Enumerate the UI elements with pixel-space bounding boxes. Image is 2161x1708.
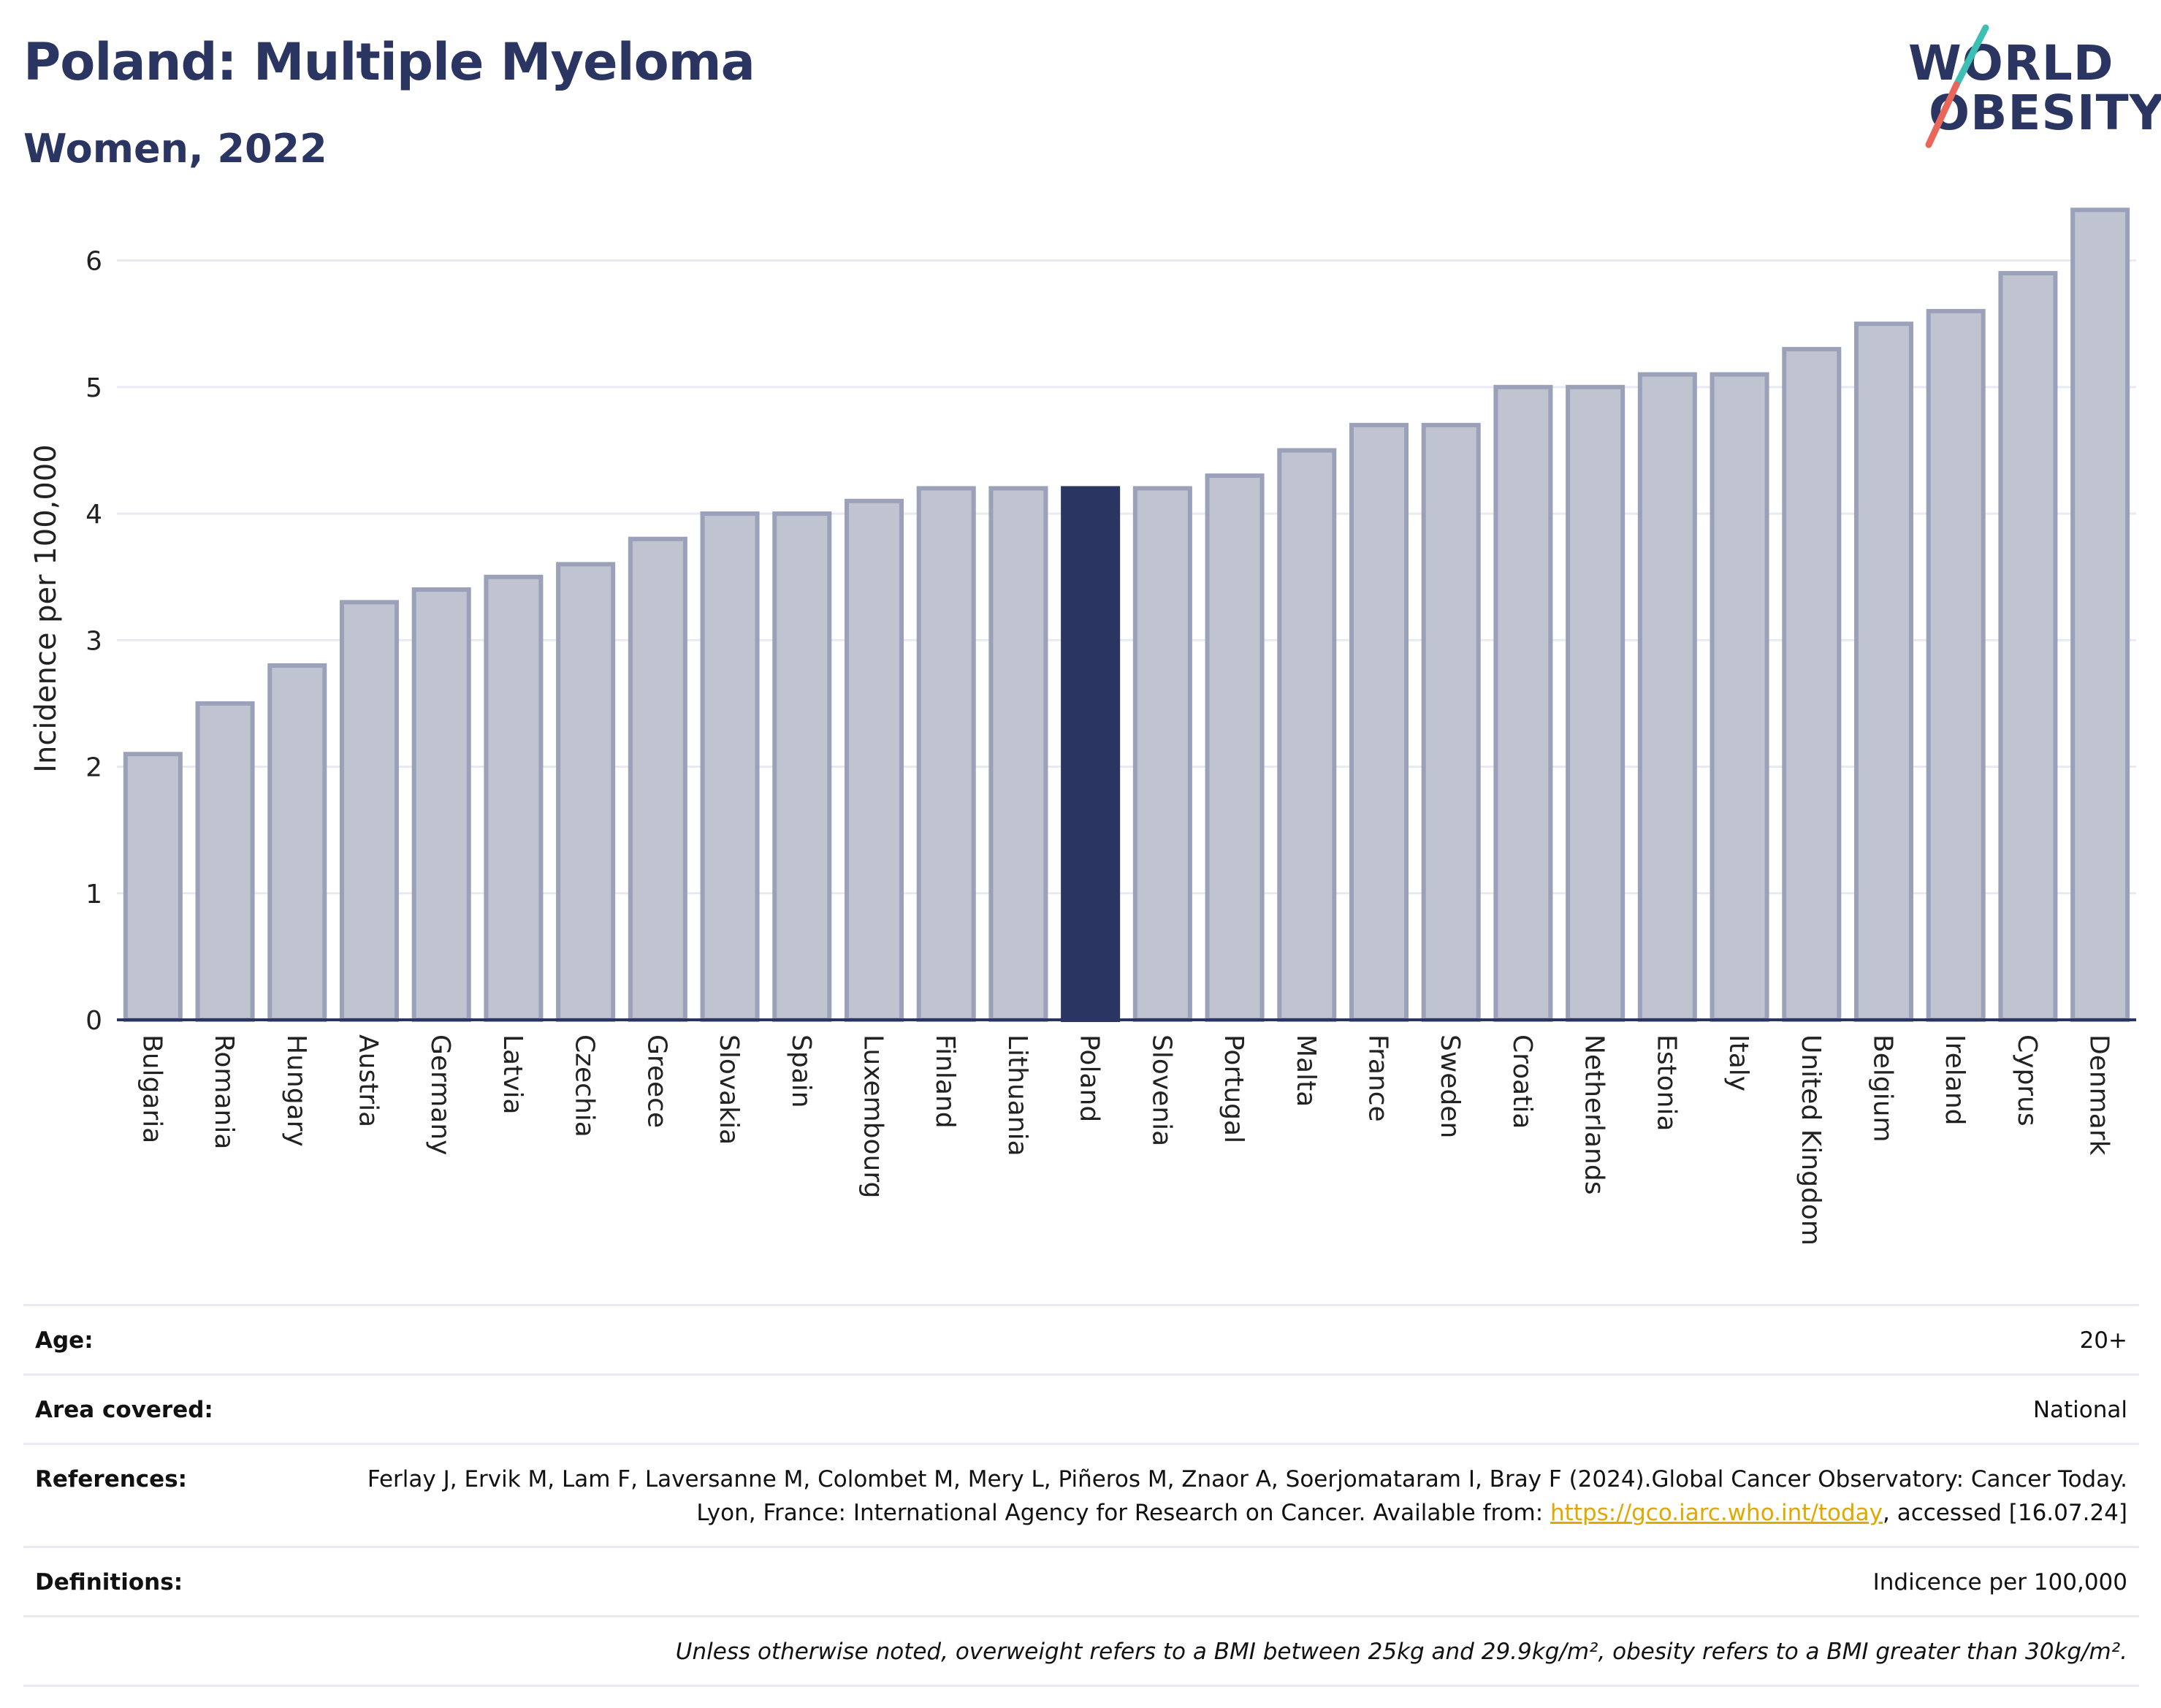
x-tick-label: Czechia xyxy=(570,1034,600,1137)
x-tick-label: Malta xyxy=(1291,1034,1321,1107)
page-title: Poland: Multiple Myeloma xyxy=(23,32,755,92)
bar xyxy=(1205,473,1265,1022)
meta-row-definitions: Definitions: Indicence per 100,000 xyxy=(23,1546,2139,1615)
meta-value-references: Ferlay J, Ervik M, Lam F, Laversanne M, … xyxy=(338,1463,2127,1530)
references-link[interactable]: https://gco.iarc.who.int/today xyxy=(1550,1500,1883,1526)
x-tick-label: Denmark xyxy=(2084,1034,2114,1156)
bar xyxy=(988,486,1048,1022)
x-tick-label: Belgium xyxy=(1868,1034,1898,1143)
y-tick-label: 3 xyxy=(85,626,102,656)
x-tick-label: Slovenia xyxy=(1146,1034,1176,1146)
bar xyxy=(1277,448,1337,1022)
meta-label-definitions: Definitions: xyxy=(35,1569,183,1595)
bar xyxy=(844,498,904,1022)
x-tick-label: Lithuania xyxy=(1002,1034,1032,1156)
y-tick-label: 2 xyxy=(85,753,102,783)
x-tick-label: United Kingdom xyxy=(1796,1034,1826,1246)
logo-line-1: WORLD xyxy=(1908,35,2114,91)
x-tick-label: Hungary xyxy=(281,1034,311,1147)
x-tick-label: Sweden xyxy=(1435,1034,1465,1138)
bar xyxy=(1782,346,1842,1022)
world-obesity-logo: WORLD OBESITY xyxy=(1899,20,2161,152)
bar xyxy=(1061,486,1121,1022)
bar xyxy=(1566,384,1625,1022)
meta-row-area: Area covered: National xyxy=(23,1373,2139,1443)
y-tick-label: 4 xyxy=(85,500,102,530)
meta-value-definitions: Indicence per 100,000 xyxy=(1872,1569,2127,1595)
bar-chart: 0 1 2 3 4 5 6 Incidence per 100,000 Bulgaria Roma… xyxy=(29,207,2136,1246)
meta-value-age: 20+ xyxy=(2079,1327,2127,1354)
meta-label-area: Area covered: xyxy=(35,1397,213,1423)
meta-row-age: Age: 20+ xyxy=(23,1304,2139,1373)
meta-label-age: Age: xyxy=(35,1327,94,1354)
bar xyxy=(1421,422,1481,1022)
bar xyxy=(1349,422,1409,1022)
meta-row-note: Unless otherwise noted, overweight refer… xyxy=(23,1615,2139,1687)
bar xyxy=(772,511,832,1022)
page-subtitle: Women, 2022 xyxy=(23,126,327,172)
bar xyxy=(484,574,544,1022)
bar xyxy=(1493,384,1553,1022)
y-tick-label: 6 xyxy=(85,247,102,277)
x-tick-label: France xyxy=(1363,1034,1393,1122)
bar xyxy=(195,701,255,1023)
x-tick-label: Cyprus xyxy=(2012,1034,2042,1126)
bar xyxy=(267,663,327,1022)
metadata-table: Age: 20+ Area covered: National Referenc… xyxy=(23,1304,2139,1687)
x-tick-label: Poland xyxy=(1075,1034,1105,1122)
bar xyxy=(628,536,687,1022)
x-tick-label: Austria xyxy=(354,1034,384,1127)
x-tick-label: Greece xyxy=(641,1034,671,1128)
logo-slash-icon xyxy=(1925,24,1989,148)
y-tick-label: 0 xyxy=(85,1006,102,1036)
x-tick-label: Spain xyxy=(786,1034,816,1108)
meta-value-area: National xyxy=(2032,1397,2127,1423)
bar xyxy=(1926,308,1986,1022)
bar xyxy=(1132,486,1192,1022)
y-axis-label: Incidence per 100,000 xyxy=(29,444,63,773)
logo-line-2: OBESITY xyxy=(1929,85,2161,141)
x-tick-label: Ireland xyxy=(1940,1034,1970,1126)
references-accessed: , accessed [16.07.24] xyxy=(1882,1500,2127,1526)
bar xyxy=(700,511,760,1022)
references-text: Ferlay J, Ervik M, Lam F, Laversanne M, … xyxy=(367,1466,2127,1526)
bar xyxy=(1637,372,1697,1022)
x-tick-label: Romania xyxy=(209,1034,239,1149)
bmi-note: Unless otherwise noted, overweight refer… xyxy=(675,1639,2127,1665)
bar xyxy=(411,587,471,1022)
x-tick-label: Estonia xyxy=(1651,1034,1681,1132)
x-tick-label: Netherlands xyxy=(1579,1034,1609,1194)
y-tick-label: 1 xyxy=(85,880,102,910)
x-tick-label: Latvia xyxy=(498,1034,527,1115)
y-tick-label: 5 xyxy=(85,373,102,403)
x-tick-label: Slovakia xyxy=(714,1034,744,1145)
bar xyxy=(916,486,976,1022)
bar xyxy=(339,600,400,1022)
meta-row-references: References: Ferlay J, Ervik M, Lam F, La… xyxy=(23,1443,2139,1546)
x-tick-label: Croatia xyxy=(1507,1034,1537,1129)
x-tick-label: Luxembourg xyxy=(858,1034,888,1198)
x-tick-label: Portugal xyxy=(1219,1034,1249,1143)
x-tick-label: Germany xyxy=(425,1034,455,1155)
bar xyxy=(1853,321,1914,1022)
bar xyxy=(2070,207,2130,1022)
bar xyxy=(123,752,183,1022)
x-tick-label: Italy xyxy=(1723,1034,1753,1091)
meta-label-references: References: xyxy=(35,1466,188,1492)
bar xyxy=(1998,270,2058,1022)
x-tick-label: Bulgaria xyxy=(137,1034,167,1143)
x-tick-label: Finland xyxy=(930,1034,960,1129)
bar xyxy=(556,562,616,1022)
bar xyxy=(1710,372,1769,1022)
